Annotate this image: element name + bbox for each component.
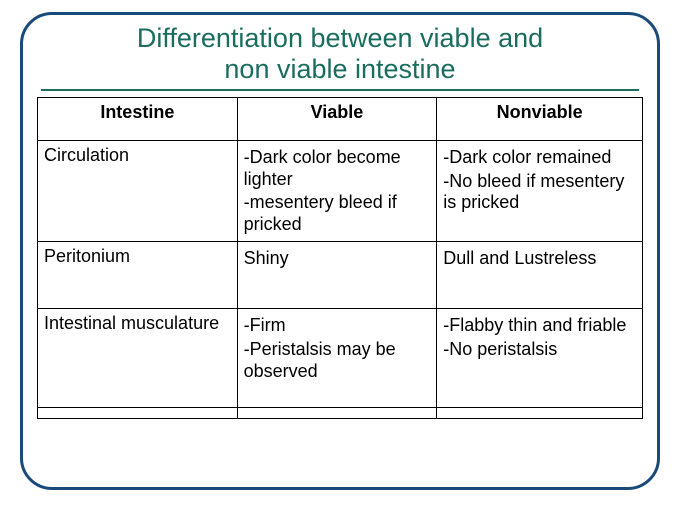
cell-line: -No peristalsis [443,339,636,361]
table-spacer-row [38,408,643,419]
viable-cell: -Firm-Peristalsis may be observed [237,309,437,408]
table-row: Circulation-Dark color become lighter-me… [38,141,643,242]
col-header-viable: Viable [237,98,437,141]
row-label: Circulation [38,141,238,242]
cell-line: -mesentery bleed if pricked [244,192,431,235]
viable-cell: -Dark color become lighter-mesentery ble… [237,141,437,242]
row-label: Intestinal musculature [38,309,238,408]
spacer-cell [437,408,643,419]
spacer-cell [38,408,238,419]
table-row: Intestinal musculature-Firm-Peristalsis … [38,309,643,408]
slide-title: Differentiation between viable and non v… [43,23,637,85]
cell-line: -Flabby thin and friable [443,315,636,337]
cell-line: -No bleed if mesentery is pricked [443,171,636,214]
nonviable-cell: Dull and Lustreless [437,242,643,309]
cell-line: Shiny [244,248,431,270]
spacer-cell [237,408,437,419]
comparison-table: Intestine Viable Nonviable Circulation-D… [37,97,643,419]
title-line-2: non viable intestine [224,54,455,84]
row-label: Peritonium [38,242,238,309]
title-line-1: Differentiation between viable and [137,23,543,53]
cell-line: -Dark color become lighter [244,147,431,190]
cell-line: Dull and Lustreless [443,248,636,270]
cell-line: -Firm [244,315,431,337]
viable-cell: Shiny [237,242,437,309]
table-row: Peritonium Shiny Dull and Lustreless [38,242,643,309]
nonviable-cell: -Flabby thin and friable-No peristalsis [437,309,643,408]
table-body: Circulation-Dark color become lighter-me… [38,141,643,419]
cell-line: -Peristalsis may be observed [244,339,431,382]
col-header-nonviable: Nonviable [437,98,643,141]
title-underline [41,89,639,91]
slide-frame: Differentiation between viable and non v… [20,12,660,490]
nonviable-cell: -Dark color remained-No bleed if mesente… [437,141,643,242]
cell-line: -Dark color remained [443,147,636,169]
comparison-table-wrap: Intestine Viable Nonviable Circulation-D… [37,97,643,419]
col-header-intestine: Intestine [38,98,238,141]
table-header-row: Intestine Viable Nonviable [38,98,643,141]
